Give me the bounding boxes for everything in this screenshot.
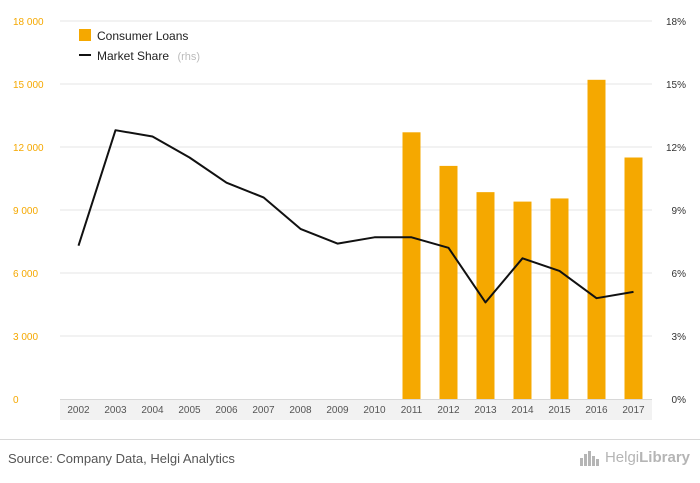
bar-2013 <box>476 192 495 399</box>
x-tick-label: 2007 <box>252 405 275 416</box>
x-tick-label: 2011 <box>401 405 423 416</box>
legend: Consumer Loans Market Share (rhs) <box>79 29 200 64</box>
footer-divider <box>0 439 700 440</box>
legend-market-share-name: Market Share <box>97 49 169 63</box>
x-tick-label: 2015 <box>548 405 571 416</box>
right-tick-label: 9% <box>672 206 687 217</box>
x-tick-label: 2012 <box>437 405 460 416</box>
left-tick-label: 6 000 <box>13 269 38 280</box>
x-tick-label: 2003 <box>104 405 127 416</box>
bar-2011 <box>402 132 421 400</box>
left-tick-label: 12 000 <box>13 143 44 154</box>
bar-2012 <box>439 165 458 399</box>
x-tick-label: 2014 <box>511 405 534 416</box>
right-tick-label: 15% <box>666 80 686 91</box>
x-tick-label: 2002 <box>67 405 90 416</box>
legend-label-market-share: Market Share (rhs) <box>97 47 200 64</box>
legend-label-consumer-loans: Consumer Loans <box>97 29 188 43</box>
bar-2014 <box>513 201 532 399</box>
right-tick-label: 18% <box>666 17 686 28</box>
right-tick-label: 12% <box>666 143 686 154</box>
left-tick-label: 18 000 <box>13 17 44 28</box>
source-text: Source: Company Data, Helgi Analytics <box>8 451 235 466</box>
legend-market-share-suffix: (rhs) <box>177 51 200 63</box>
market-share-line <box>77 129 634 304</box>
consumer-loans-bars <box>402 79 643 400</box>
brand-light: Helgi <box>604 449 640 466</box>
x-tick-label: 2010 <box>363 405 386 416</box>
plot-area <box>60 399 652 420</box>
right-tick-label: 0% <box>672 395 687 406</box>
left-tick-label: 15 000 <box>13 80 44 91</box>
left-axis-ticks: 0 3 000 6 000 9 000 12 000 15 000 18 000 <box>13 17 44 406</box>
brand-name: HelgiLibrary <box>605 449 690 466</box>
x-tick-label: 2006 <box>215 405 238 416</box>
left-tick-label: 3 000 <box>13 332 38 343</box>
brand-bold: Library <box>639 449 690 466</box>
legend-swatch-consumer-loans <box>79 29 91 41</box>
x-tick-label: 2008 <box>289 405 312 416</box>
x-tick-label: 2013 <box>474 405 497 416</box>
bar-2016 <box>587 79 606 400</box>
helgi-library-logo[interactable]: HelgiLibrary <box>579 449 690 466</box>
left-tick-label: 9 000 <box>13 206 38 217</box>
x-tick-label: 2004 <box>141 405 164 416</box>
bar-2015 <box>550 198 569 399</box>
x-tick-label: 2017 <box>622 405 645 416</box>
left-tick-label: 0 <box>13 395 19 406</box>
x-axis-ticks: 2002 2003 2004 2005 2006 2007 2008 2009 2010 2011… <box>67 405 645 416</box>
right-axis-ticks: 0% 3% 6% 9% 12% 15% 18% <box>666 17 686 406</box>
x-tick-label: 2009 <box>326 405 349 416</box>
chart: 0 3 000 6 000 9 000 12 000 15 000 18 000 0% 3% 6… <box>13 17 686 420</box>
city-skyline-icon <box>579 450 599 466</box>
x-tick-label: 2005 <box>178 405 201 416</box>
bar-2017 <box>624 157 643 399</box>
right-tick-label: 3% <box>672 332 687 343</box>
right-tick-label: 6% <box>672 269 687 280</box>
market-share-polyline <box>77 129 634 304</box>
x-tick-label: 2016 <box>585 405 608 416</box>
x-axis-band <box>60 399 652 420</box>
